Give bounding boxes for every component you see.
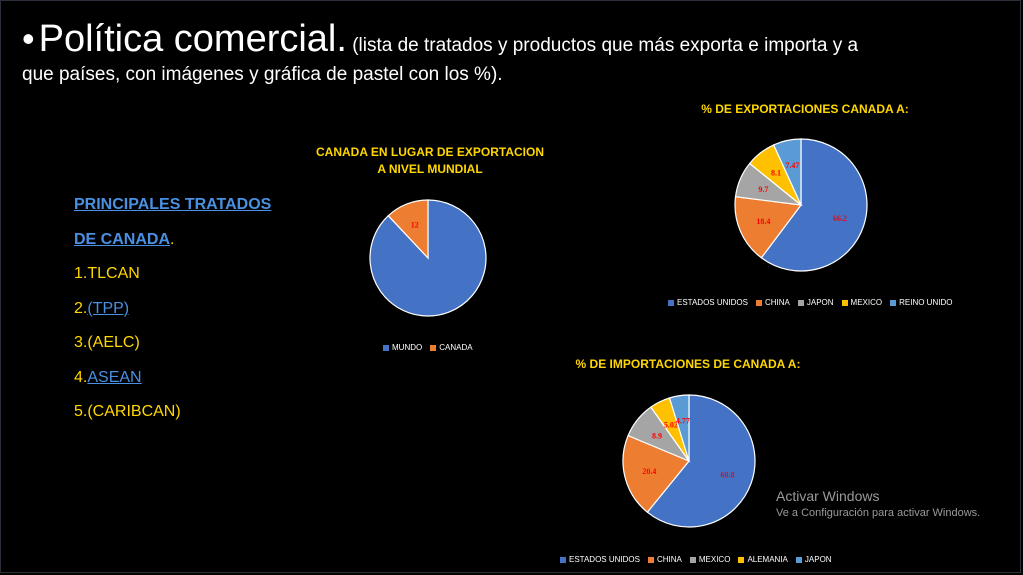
legend-label: MEXICO	[850, 298, 883, 307]
legend-label: MUNDO	[392, 343, 423, 352]
legend-swatch	[430, 344, 437, 351]
legend-item: MUNDO	[383, 343, 422, 352]
treaty-prefix: 5.	[74, 403, 88, 420]
treaty-label: (CARIBCAN)	[87, 403, 181, 420]
treaty-prefix: 1.	[74, 265, 88, 282]
chart1-title-line2: A NIVEL MUNDIAL	[377, 161, 483, 176]
legend-swatch	[795, 556, 802, 563]
legend-item: REINO UNIDO	[890, 298, 952, 307]
treaty-label: TLCAN	[87, 265, 140, 282]
windows-activation-watermark: Activar Windows Ve a Configuración para …	[776, 488, 980, 519]
pie-slice	[760, 138, 868, 272]
legend-swatch	[647, 556, 654, 563]
treaty-link-tpp[interactable]: (TPP)	[87, 299, 130, 317]
legend-swatch	[797, 299, 804, 306]
pie-data-label: 8.9	[652, 431, 662, 440]
pie-slice	[668, 394, 690, 462]
chart1-legend: MUNDO CANADA	[383, 343, 473, 352]
treaty-heading-dot: .	[170, 230, 175, 248]
legend-swatch	[689, 556, 696, 563]
legend-label: MEXICO	[698, 555, 731, 564]
legend-label: CHINA	[764, 298, 790, 307]
pie-slice	[387, 199, 429, 260]
legend-swatch	[755, 299, 762, 306]
pie-data-label: 5.02	[664, 420, 678, 429]
pie-data-label: 12	[411, 221, 419, 230]
legend-swatch	[890, 299, 897, 306]
legend-item: CANADA	[430, 343, 473, 352]
pie-slice	[772, 138, 802, 206]
chart3-legend: ESTADOS UNIDOS CHINA MEXICO ALEMANIA JAPON	[560, 555, 832, 564]
legend-swatch	[383, 344, 389, 351]
pie-data-label: 66.2	[833, 214, 847, 223]
treaty-link-asean[interactable]: ASEAN	[87, 368, 142, 386]
treaty-prefix: 2.	[74, 299, 88, 317]
legend-item: CHINA	[755, 298, 790, 307]
treaty-item: 1.TLCAN	[74, 264, 271, 299]
chart3-pie: 60.8 20.4 8.95.024.77	[622, 394, 756, 528]
treaty-heading-link-1[interactable]: PRINCIPALES TRATADOS	[74, 196, 272, 213]
legend-label: ESTADOS UNIDOS	[569, 555, 640, 564]
chart2-pie: 66.2 18.4 9.78.1 7.47	[734, 138, 868, 272]
chart1-title: CANADA EN LUGAR DE EXPORTACION A NIVEL M…	[300, 144, 560, 178]
legend-item: MEXICO	[689, 555, 731, 564]
legend-label: ALEMANIA	[747, 555, 788, 564]
legend-label: JAPON	[806, 298, 834, 307]
title-main: Política comercial.	[38, 18, 347, 60]
legend-item: ESTADOS UNIDOS	[560, 555, 640, 564]
chart1-title-line1: CANADA EN LUGAR DE EXPORTACION	[315, 145, 544, 159]
legend-label: CHINA	[656, 555, 682, 564]
pie-data-label: 9.7	[758, 185, 768, 194]
treaty-heading-link-2[interactable]: DE CANADA	[74, 230, 170, 248]
legend-label: CANADA	[439, 343, 473, 352]
legend-item: ALEMANIA	[738, 555, 788, 564]
treaty-item: 2.(TPP)	[74, 299, 271, 334]
treaty-list: PRINCIPALES TRATADOS DE CANADA. 1.TLCAN …	[74, 195, 271, 437]
treaty-prefix: 3.	[74, 334, 88, 351]
legend-item: JAPON	[795, 555, 832, 564]
treaty-item: 4.ASEAN	[74, 368, 271, 403]
watermark-line2: Ve a Configuración para activar Windows.	[776, 507, 981, 519]
slide-title: • Política comercial. (lista de tratados …	[22, 18, 1012, 86]
pie-slice	[734, 196, 803, 259]
pie-data-label: 18.4	[756, 217, 770, 226]
legend-swatch	[841, 299, 848, 306]
treaty-item: 5.(CARIBCAN)	[74, 402, 271, 437]
chart2-title-text: % DE EXPORTACIONES CANADA A:	[701, 102, 909, 116]
chart2-title: % DE EXPORTACIONES CANADA A:	[660, 101, 950, 118]
pie-data-label: 60.8	[721, 471, 735, 480]
treaty-label: (AELC)	[87, 334, 140, 351]
legend-item: ESTADOS UNIDOS	[668, 298, 748, 307]
legend-swatch	[560, 556, 566, 563]
treaty-prefix: 4.	[74, 368, 88, 386]
pie-data-label: 8.1	[771, 169, 781, 178]
treaty-item: 3.(AELC)	[74, 333, 271, 368]
pie-data-label: 4.77	[676, 417, 690, 426]
legend-label: REINO UNIDO	[899, 298, 953, 307]
title-bullet: •	[22, 18, 35, 59]
legend-swatch	[668, 299, 674, 306]
pie-slice	[646, 394, 756, 528]
chart1-pie: 12	[369, 199, 487, 317]
legend-label: ESTADOS UNIDOS	[677, 298, 748, 307]
chart2-legend: ESTADOS UNIDOS CHINA JAPON MEXICO REINO UNID…	[668, 298, 952, 307]
title-sub-line2: que países, con imágenes y gráfica de pa…	[22, 63, 503, 85]
legend-item: MEXICO	[841, 298, 883, 307]
pie-data-label: 7.47	[785, 161, 799, 170]
chart3-title-text: % DE IMPORTACIONES DE CANADA A:	[575, 357, 801, 371]
legend-swatch	[738, 556, 745, 563]
title-sub: (lista de tratados y productos que más e…	[346, 35, 859, 56]
legend-item: JAPON	[797, 298, 834, 307]
chart3-title: % DE IMPORTACIONES DE CANADA A:	[548, 356, 828, 373]
legend-label: JAPON	[804, 555, 832, 564]
pie-data-label: 20.4	[642, 467, 656, 476]
watermark-line1: Activar Windows	[776, 488, 880, 504]
legend-item: CHINA	[647, 555, 682, 564]
